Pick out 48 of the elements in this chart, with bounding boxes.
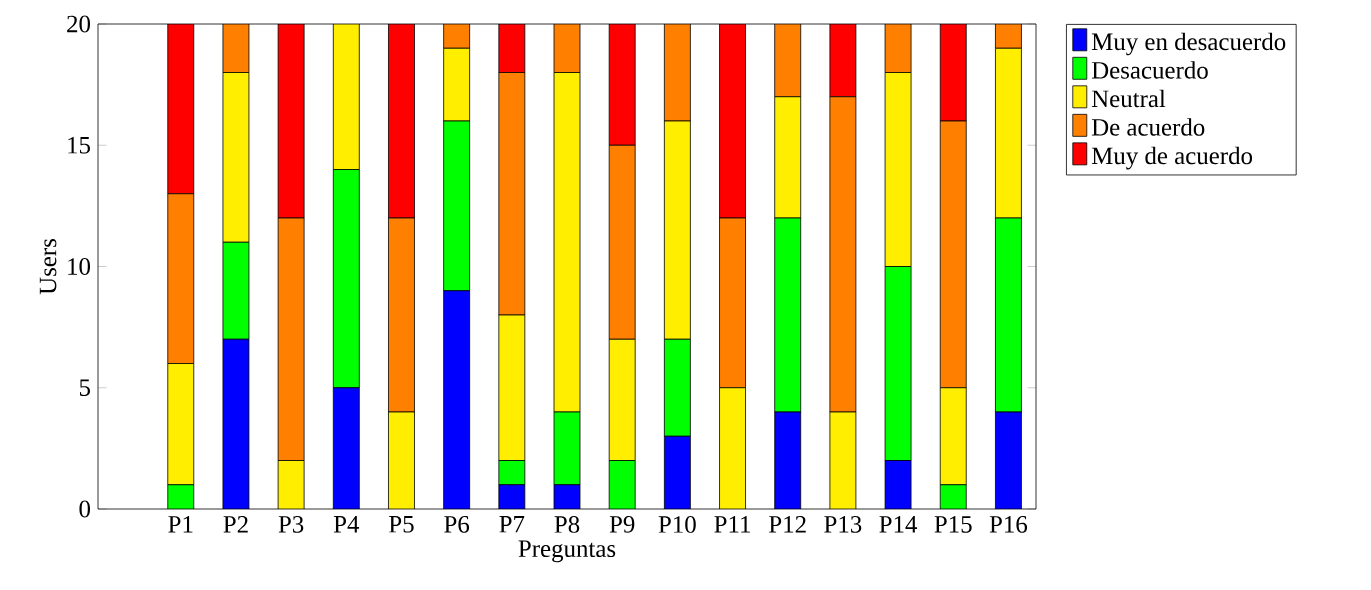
x-tick-label: P6 — [444, 516, 470, 533]
bar — [829, 96, 857, 413]
bar — [167, 193, 195, 364]
x-tick-label: P7 — [499, 516, 525, 533]
bar — [167, 24, 195, 195]
y-tick-label: 0 — [79, 500, 91, 518]
bar — [719, 217, 746, 389]
y-tick-label: 5 — [79, 379, 90, 397]
bar — [277, 24, 305, 219]
y-tick-label: 10 — [68, 258, 91, 275]
x-tick-label: P4 — [333, 516, 360, 533]
bar — [719, 24, 746, 219]
bar — [774, 24, 802, 98]
bar — [829, 24, 857, 98]
bar — [277, 217, 305, 461]
x-tick-label: P10 — [658, 516, 696, 533]
x-tick-label: P14 — [879, 516, 918, 533]
y-axis-title: Users — [39, 239, 57, 295]
bar — [995, 24, 1022, 49]
bar — [663, 24, 691, 122]
x-tick-label: P9 — [609, 516, 635, 533]
x-tick-label: P5 — [389, 516, 414, 533]
bar — [498, 72, 526, 316]
x-tick-label: P15 — [934, 516, 972, 533]
x-axis-title: Preguntas — [518, 540, 616, 563]
legend-label: Neutral — [1091, 89, 1166, 108]
legend-label: De acuerdo — [1091, 118, 1205, 136]
bar — [388, 24, 415, 219]
x-tick-label: P16 — [989, 516, 1028, 533]
bar — [388, 217, 415, 413]
bar — [608, 144, 636, 340]
bar — [939, 120, 967, 389]
legend-label: Desacuerdo — [1091, 61, 1208, 79]
legend-label: Muy en desacuerdo — [1091, 32, 1286, 56]
bar — [939, 24, 967, 122]
bar — [608, 24, 636, 146]
x-tick-label: P13 — [824, 516, 862, 533]
x-tick-label: P3 — [278, 516, 304, 533]
legend-label: Muy de acuerdo — [1091, 146, 1253, 170]
x-tick-label: P8 — [554, 516, 580, 533]
bar — [443, 24, 471, 49]
x-tick-label: P2 — [223, 516, 248, 533]
y-tick-label: 15 — [68, 136, 90, 154]
x-tick-label: P1 — [168, 516, 193, 533]
x-tick-label: P11 — [714, 516, 750, 533]
y-tick-label: 20 — [67, 15, 91, 33]
bar — [498, 24, 526, 73]
x-tick-label: P12 — [769, 516, 806, 533]
